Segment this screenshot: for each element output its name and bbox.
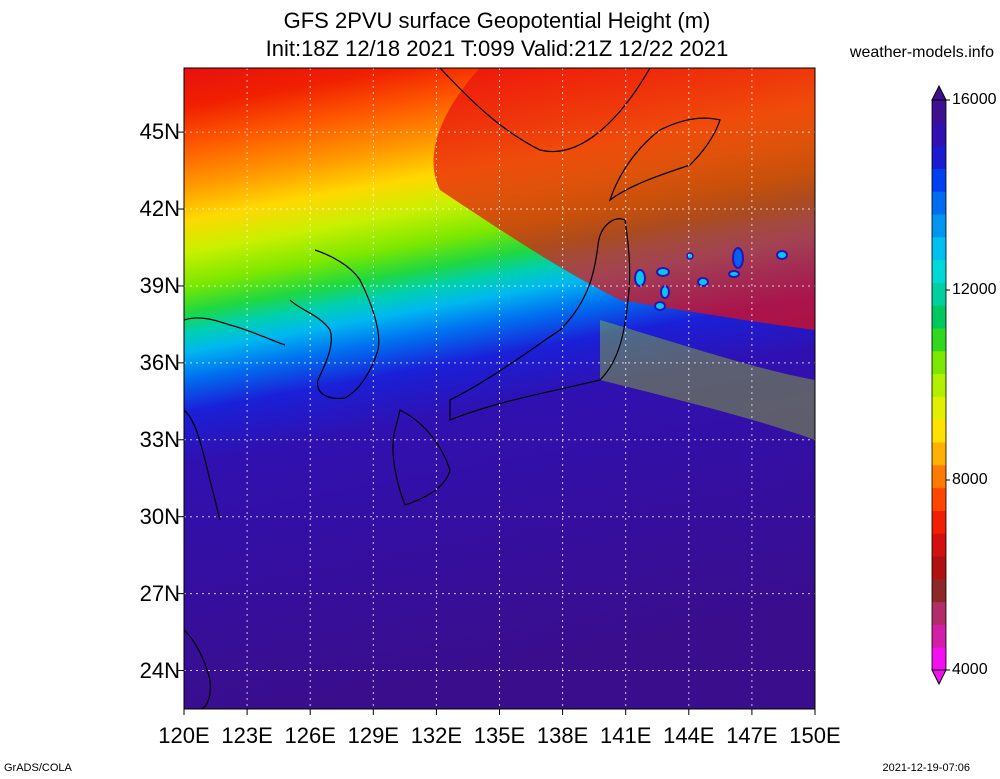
kyushu (392, 409, 451, 506)
cell (654, 301, 666, 311)
warm-region (433, 68, 815, 330)
colorbar-swatch (932, 442, 946, 466)
colorbar-label: 8000 (952, 471, 988, 488)
lat-label: 33N (139, 426, 180, 452)
colorbar-label: 16000 (952, 91, 997, 108)
colorbar-swatch (932, 214, 946, 238)
taiwan (184, 629, 211, 709)
lon-label: 150E (789, 723, 841, 748)
hokkaido (608, 117, 721, 202)
colorbar-swatch (932, 350, 946, 375)
coastlines (184, 68, 721, 709)
cell (686, 252, 694, 260)
colorbar-swatch (932, 647, 946, 671)
korea-coast (289, 249, 380, 400)
colorbar-label: 12000 (952, 281, 997, 298)
colorbar-swatch (932, 601, 946, 625)
colorbar-swatch (932, 396, 946, 420)
colorbar-swatch (932, 373, 946, 397)
cell (697, 277, 709, 287)
colorbar-swatch (932, 100, 946, 124)
footer-software: GrADS/COLA (4, 762, 72, 774)
colorbar-swatch (932, 328, 946, 352)
lon-label: 135E (473, 723, 526, 748)
colorbar (931, 84, 950, 686)
lon-label: 147E (726, 723, 778, 748)
lat-label: 45N (139, 119, 180, 145)
convective-cells (634, 247, 788, 311)
lat-label: 27N (139, 580, 180, 606)
lat-label: 24N (139, 657, 180, 683)
graticule (184, 68, 815, 709)
lat-label: 36N (139, 349, 180, 375)
cell (728, 270, 740, 278)
colorbar-swatch (932, 487, 946, 511)
lon-label: 129E (347, 723, 399, 748)
colorbar-swatch (932, 191, 946, 215)
colorbar-swatch (932, 259, 946, 283)
cell (634, 269, 646, 287)
colorbar-swatch (932, 282, 946, 306)
lon-label: 120E (158, 723, 210, 748)
china-coast-east (184, 409, 221, 521)
lat-label: 42N (139, 196, 180, 222)
china-coast-north (184, 317, 286, 346)
cell (776, 250, 788, 260)
colorbar-swatch (932, 168, 946, 192)
lat-label: 30N (139, 503, 180, 529)
map-plot-area (184, 68, 815, 709)
lon-label: 123E (221, 723, 273, 748)
lon-label: 126E (284, 723, 336, 748)
colorbar-swatch (932, 578, 946, 603)
lon-label: 132E (410, 723, 463, 748)
footer-timestamp: 2021-12-19-07:06 (882, 762, 970, 774)
title-line-2: Init:18Z 12/18 2021 T:099 Valid:21Z 12/2… (265, 36, 729, 61)
axis-ticks (178, 131, 816, 715)
colorbar-swatch (932, 122, 946, 147)
cell (660, 285, 670, 299)
colorbar-swatch (932, 236, 946, 261)
colorbar-swatch (932, 556, 946, 580)
colorbar-max-arrow (931, 84, 947, 101)
colorbar-swatch (932, 464, 946, 489)
lon-label: 138E (536, 723, 589, 748)
colorbar-swatch (932, 419, 946, 443)
colorbar-frame (931, 99, 947, 671)
mainland-coast-north (439, 68, 651, 153)
colorbar-label: 4000 (952, 661, 988, 678)
colorbar-swatch (932, 510, 946, 534)
colorbar-swatch (932, 145, 946, 169)
honshu (449, 218, 631, 421)
colorbar-min-arrow (931, 669, 947, 686)
title-line-1: GFS 2PVU surface Geopotential Height (m) (283, 8, 711, 33)
cell (656, 267, 670, 277)
lat-label: 39N (139, 272, 180, 298)
yellow-band-east (600, 320, 815, 440)
colorbar-swatch (932, 533, 946, 557)
lon-label: 144E (663, 723, 715, 748)
cell (732, 247, 744, 269)
colorbar-swatch (932, 624, 946, 648)
lon-label: 141E (599, 723, 652, 748)
source-label: weather-models.info (849, 44, 994, 61)
colorbar-swatch (932, 305, 946, 329)
